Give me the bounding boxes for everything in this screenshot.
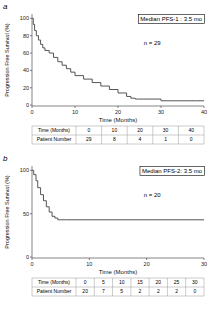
y-tick-label: 50 [23, 211, 29, 217]
table-cell: 20 [137, 127, 143, 133]
table-cell: 0 [193, 288, 196, 294]
table-cell: Patient Number [37, 136, 72, 142]
x-tick-label: 30 [158, 109, 164, 115]
x-tick [161, 106, 162, 108]
x-axis-label: Time (Months) [99, 269, 137, 275]
y-tick-label: 80 [23, 33, 29, 39]
y-tick-label: 20 [23, 85, 29, 91]
n-label: n = 29 [144, 40, 162, 46]
y-axis-label: Progression Free Survival (%) [4, 175, 10, 249]
table-cell: 4 [139, 136, 142, 142]
survival-curve [32, 170, 204, 219]
x-axis [32, 258, 204, 259]
y-tick-label: 60 [23, 50, 29, 56]
table-cell: 10 [112, 127, 118, 133]
annotation-box-text: Median PFS-1 : 3.5 mo [140, 16, 202, 22]
y-tick-label: 100 [20, 167, 29, 173]
annotation-box [140, 167, 205, 176]
table-cell: 25 [174, 279, 180, 285]
x-tick [204, 106, 205, 108]
table-cell: 5 [102, 279, 105, 285]
table-cell: Time (Months) [38, 127, 70, 133]
panel: a020406080100010203040Progression Free S… [3, 2, 207, 144]
y-axis-label: Progression Free Survival (%) [4, 23, 10, 97]
table-cell: 30 [192, 279, 198, 285]
x-axis-label: Time (Months) [99, 117, 137, 123]
y-axis [32, 166, 33, 258]
y-tick-label: 0 [26, 102, 29, 108]
table-cell: 5 [120, 288, 123, 294]
x-tick-label: 0 [30, 261, 33, 267]
table-cell: 0 [87, 127, 90, 133]
table-cell: 29 [86, 136, 92, 142]
table-cell: 1 [164, 136, 167, 142]
table: Time (Months)010203040Patient Number2984… [32, 126, 204, 144]
table-cell: Patient Number [37, 288, 72, 294]
x-tick [118, 106, 119, 108]
y-tick-label: 40 [23, 67, 29, 73]
table-cell: 0 [84, 279, 87, 285]
panel-label: b [3, 154, 8, 163]
y-tick-label: 100 [20, 15, 29, 21]
y-axis [32, 14, 33, 106]
table-cell: 20 [82, 288, 88, 294]
table-cell: 7 [102, 288, 105, 294]
x-tick-label: 20 [115, 109, 121, 115]
table-cell: 0 [190, 136, 193, 142]
x-tick-label: 30 [201, 261, 207, 267]
y-tick-label: 0 [26, 254, 29, 260]
table-cell: Time (Months) [38, 279, 70, 285]
x-tick-label: 0 [30, 109, 33, 115]
table-cell: 2 [157, 288, 160, 294]
annotation-box [138, 15, 204, 24]
n-label: n = 20 [144, 192, 162, 198]
table-cell: 40 [188, 127, 194, 133]
x-tick-label: 10 [86, 261, 92, 267]
annotation-box-text: Median PFS-2: 3.5 mo [142, 168, 203, 174]
x-tick [32, 106, 33, 108]
x-tick-label: 20 [144, 261, 150, 267]
table-border [32, 126, 204, 144]
table-cell: 2 [139, 288, 142, 294]
x-tick [75, 106, 76, 108]
table-cell: 20 [156, 279, 162, 285]
x-axis [32, 106, 204, 107]
panel: b0501000102030Progression Free Survival … [3, 154, 207, 296]
table-border [32, 278, 204, 296]
plot-area [32, 18, 204, 100]
figure: a020406080100010203040Progression Free S… [0, 0, 212, 312]
survival-curve [32, 18, 204, 100]
table-cell: 15 [137, 279, 143, 285]
table-cell: 8 [113, 136, 116, 142]
x-tick-label: 10 [72, 109, 78, 115]
table-cell: 30 [163, 127, 169, 133]
table: Time (Months)051015202530Patient Number2… [32, 278, 204, 296]
plot-area [32, 170, 204, 219]
panel-label: a [3, 2, 8, 11]
table-cell: 10 [119, 279, 125, 285]
x-tick-label: 40 [201, 109, 207, 115]
table-cell: 2 [175, 288, 178, 294]
